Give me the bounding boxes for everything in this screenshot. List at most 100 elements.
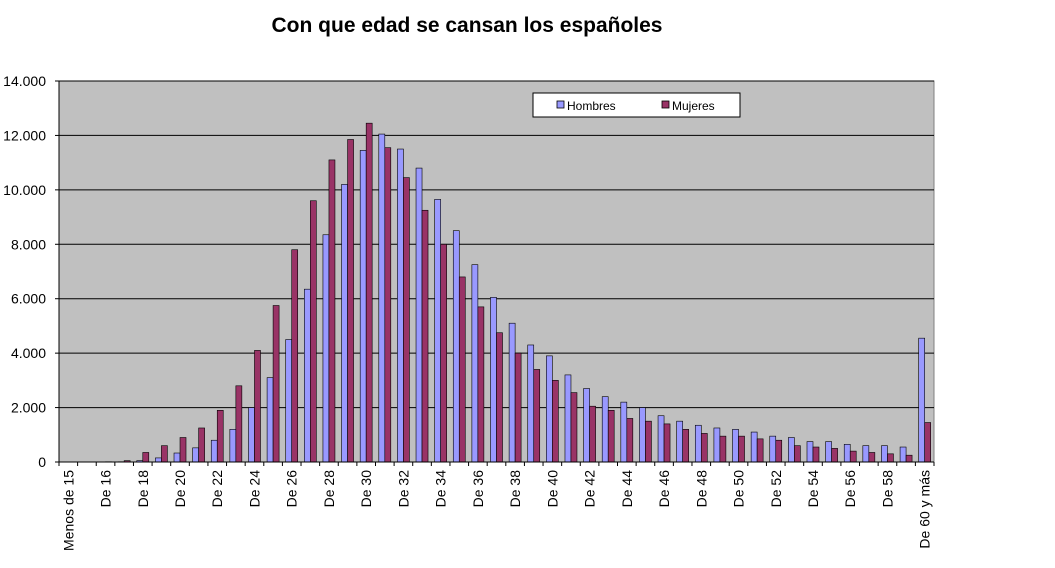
bar-hombres-40 [806,441,814,463]
y-tick-label: 4.000 [11,345,46,361]
bar-mujeres-27 [570,392,578,463]
x-tick-label: De 18 [135,470,151,508]
grid-lines [59,80,934,409]
bar-mujeres-35 [719,435,727,463]
x-tick-label: De 60 y más [917,470,933,549]
y-tick-label: 0 [38,454,46,470]
legend-label-hombres: Hombres [567,99,616,113]
bar-mujeres-23 [496,332,503,463]
legend-box [532,92,741,118]
bar-mujeres-45 [905,454,913,463]
bar-mujeres-42 [849,450,857,463]
bar-mujeres-17 [384,147,392,463]
y-tick-label: 12.000 [3,127,46,143]
x-tick-label: De 30 [358,470,374,508]
chart-title: Con que edad se cansan los españoles [272,14,663,37]
y-tick-label: 2.000 [11,400,46,416]
bar-mujeres-7 [198,427,205,463]
bar-hombres-28 [583,388,590,463]
y-tick-label: 6.000 [11,291,46,307]
x-tick-label: De 36 [470,470,486,508]
bar-hombres-13 [304,288,311,463]
bar-hombres-9 [229,429,237,463]
bar-hombres-7 [192,447,199,463]
x-tick-label: De 26 [284,470,300,508]
y-tick-label: 8.000 [11,236,46,252]
bar-hombres-14 [322,234,330,463]
bar-mujeres-6 [179,437,187,463]
bar-mujeres-33 [682,429,689,463]
bar-hombres-25 [527,344,535,463]
x-axis-ticks: Menos de 15 De 16 De 18 De 20 De 22 De 24 De 2… [58,462,935,551]
bar-hombres-37 [750,431,758,463]
x-tick-label: De 22 [209,470,225,508]
bar-mujeres-26 [552,380,559,463]
x-tick-label: De 20 [172,470,188,508]
x-tick-label: De 34 [433,470,449,508]
bar-hombres-26 [546,355,553,463]
bar-hombres-15 [341,184,348,463]
bar-mujeres-9 [235,385,243,463]
bar-mujeres-4 [142,452,150,463]
x-tick-label: De 54 [805,470,821,508]
x-tick-label: De 52 [768,470,784,508]
bar-mujeres-44 [887,453,894,463]
bar-mujeres-32 [663,423,671,463]
bar-mujeres-11 [272,305,280,463]
bar-hombres-23 [490,297,497,463]
legend-swatch-mujeres [661,100,670,109]
legend-swatch-hombres [556,100,565,109]
bar-mujeres-29 [607,409,615,463]
bar-mujeres-24 [514,352,522,463]
bar-mujeres-25 [533,369,541,463]
bar-hombres-21 [452,230,460,463]
x-tick-label: De 58 [879,470,895,508]
bar-hombres-43 [862,445,870,463]
x-tick-label: De 42 [582,470,598,508]
bar-hombres-6 [173,452,181,463]
bar-mujeres-8 [216,409,224,463]
bar-hombres-16 [359,150,367,463]
bar-hombres-20 [434,199,441,463]
bar-hombres-27 [564,374,572,463]
bar-hombres-12 [285,339,293,463]
bar-hombres-35 [713,427,721,463]
x-tick-label: De 44 [619,470,635,508]
x-tick-label: De 24 [246,470,262,508]
bar-mujeres-43 [868,452,876,463]
bar-mujeres-38 [775,439,783,463]
bar-mujeres-15 [347,139,354,463]
bar-mujeres-31 [645,420,652,463]
bar-hombres-45 [899,446,907,463]
x-tick-label: De 38 [507,470,523,508]
bar-mujeres-46 [924,422,931,463]
x-tick-label: De 48 [693,470,709,508]
bar-hombres-31 [639,407,646,463]
y-axis-ticks: 0 2.000 4.000 6.000 8.000 10.000 12.000 14.000 [3,73,59,470]
bar-mujeres-30 [626,418,634,463]
y-tick-label: 10.000 [3,182,46,198]
x-tick-label: De 50 [731,470,747,508]
bar-hombres-32 [657,415,665,463]
bar-hombres-18 [397,148,404,463]
bar-mujeres-36 [738,435,745,463]
bar-hombres-5 [155,457,162,463]
bar-hombres-42 [843,444,851,463]
bar-mujeres-40 [812,446,820,463]
bar-mujeres-22 [477,306,485,463]
bar-mujeres-18 [403,177,410,463]
bar-mujeres-16 [365,122,373,463]
bar-mujeres-39 [794,445,801,463]
bar-hombres-41 [825,441,832,463]
bar-hombres-10 [248,407,255,463]
bar-hombres-29 [601,396,609,463]
bar-mujeres-5 [161,445,168,463]
bar-hombres-33 [676,420,683,463]
bar-mujeres-20 [440,243,447,463]
bar-mujeres-41 [831,448,838,463]
bar-mujeres-14 [328,159,336,463]
bar-mujeres-21 [458,276,466,463]
x-tick-label: Menos de 15 [60,470,76,551]
bar-mujeres-19 [421,209,429,463]
